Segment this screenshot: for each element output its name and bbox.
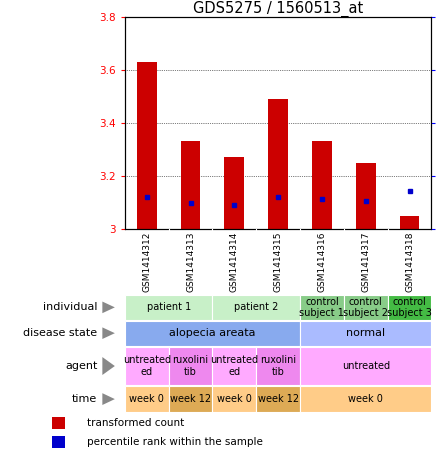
Bar bbox=[356, 163, 375, 229]
Text: week 0: week 0 bbox=[217, 394, 252, 404]
Bar bbox=[52, 436, 65, 448]
Text: GSM1414317: GSM1414317 bbox=[361, 231, 370, 292]
Text: ruxolini
tib: ruxolini tib bbox=[260, 355, 296, 377]
Text: GSM1414312: GSM1414312 bbox=[142, 231, 151, 292]
Bar bbox=[388, 295, 431, 320]
Bar bbox=[169, 347, 212, 385]
Bar bbox=[212, 295, 300, 320]
Bar bbox=[344, 295, 388, 320]
Text: control
subject 3: control subject 3 bbox=[387, 297, 432, 318]
Bar bbox=[125, 347, 169, 385]
Text: week 0: week 0 bbox=[348, 394, 383, 404]
Bar bbox=[300, 347, 431, 385]
Bar bbox=[212, 347, 256, 385]
Bar bbox=[180, 141, 200, 229]
Text: untreated
ed: untreated ed bbox=[210, 355, 258, 377]
Bar bbox=[224, 157, 244, 229]
Polygon shape bbox=[102, 302, 115, 313]
Text: GSM1414318: GSM1414318 bbox=[405, 231, 414, 292]
Bar bbox=[256, 386, 300, 412]
Text: patient 1: patient 1 bbox=[146, 302, 191, 313]
Text: week 12: week 12 bbox=[258, 394, 299, 404]
Text: GSM1414316: GSM1414316 bbox=[318, 231, 326, 292]
Bar bbox=[125, 386, 169, 412]
Text: alopecia areata: alopecia areata bbox=[169, 328, 256, 338]
Text: control
subject 2: control subject 2 bbox=[343, 297, 388, 318]
Text: control
subject 1: control subject 1 bbox=[300, 297, 344, 318]
Text: transformed count: transformed count bbox=[87, 418, 184, 428]
Text: GSM1414314: GSM1414314 bbox=[230, 231, 239, 292]
Text: GSM1414315: GSM1414315 bbox=[274, 231, 283, 292]
Bar bbox=[212, 386, 256, 412]
Title: GDS5275 / 1560513_at: GDS5275 / 1560513_at bbox=[193, 0, 363, 17]
Bar bbox=[268, 99, 288, 229]
Bar bbox=[300, 295, 344, 320]
Text: disease state: disease state bbox=[23, 328, 97, 338]
Text: ruxolini
tib: ruxolini tib bbox=[173, 355, 208, 377]
Bar bbox=[300, 386, 431, 412]
Polygon shape bbox=[102, 328, 115, 339]
Text: untreated: untreated bbox=[342, 361, 390, 371]
Bar bbox=[169, 386, 212, 412]
Text: week 0: week 0 bbox=[129, 394, 164, 404]
Polygon shape bbox=[102, 393, 115, 405]
Bar bbox=[300, 321, 431, 346]
Text: patient 2: patient 2 bbox=[234, 302, 279, 313]
Text: agent: agent bbox=[65, 361, 97, 371]
Text: normal: normal bbox=[346, 328, 385, 338]
Text: week 12: week 12 bbox=[170, 394, 211, 404]
Text: individual: individual bbox=[43, 302, 97, 313]
Text: untreated
ed: untreated ed bbox=[123, 355, 171, 377]
Bar bbox=[125, 295, 212, 320]
Bar bbox=[399, 216, 419, 229]
Text: GSM1414313: GSM1414313 bbox=[186, 231, 195, 292]
Bar bbox=[137, 62, 157, 229]
Bar bbox=[312, 141, 332, 229]
Bar bbox=[52, 417, 65, 429]
Polygon shape bbox=[102, 357, 115, 375]
Text: time: time bbox=[72, 394, 97, 404]
Bar bbox=[256, 347, 300, 385]
Text: percentile rank within the sample: percentile rank within the sample bbox=[87, 437, 263, 447]
Bar bbox=[125, 321, 300, 346]
